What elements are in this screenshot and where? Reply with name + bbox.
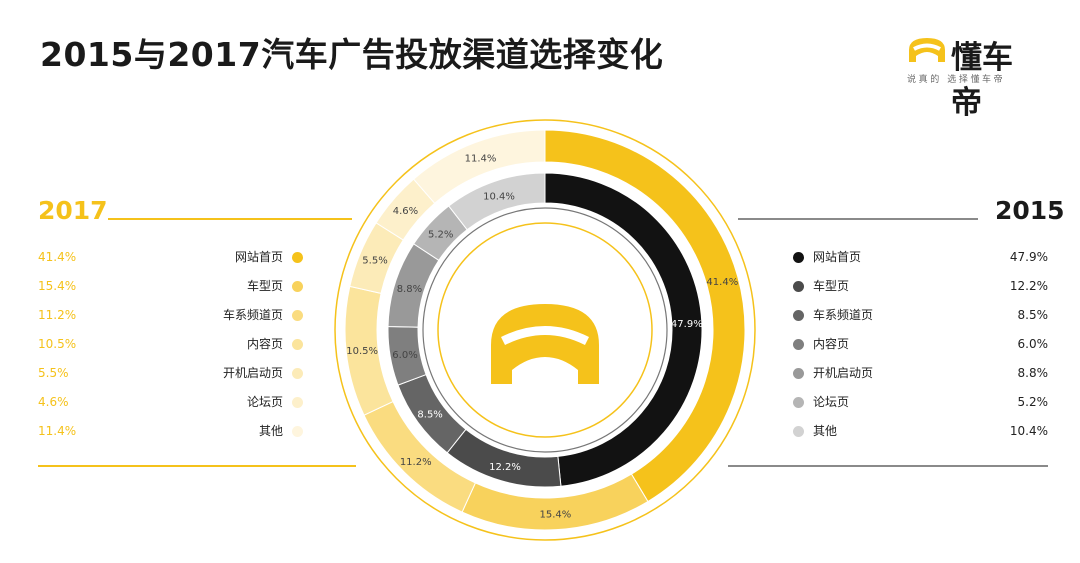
brand-slogan: 说真的 选择懂车帝 [907, 75, 1006, 85]
legend-label: 车型页 [246, 279, 283, 293]
legend-item: 网站首页 47.9% [793, 243, 1048, 272]
legend-swatch [793, 339, 804, 350]
outer-ring-2017: 41.4% 15.4% 11.2% 10.5% 5.5% 4.6% 11.4% [344, 129, 746, 531]
inner-guide-circle [422, 207, 668, 453]
legend-label: 车型页 [813, 279, 850, 293]
legend-swatch [292, 339, 303, 350]
legend-value: 11.2% [38, 308, 77, 322]
center-logo [491, 304, 599, 384]
data-label: 5.2% [428, 230, 453, 241]
legend-label: 论坛页 [246, 395, 283, 409]
legend-value: 8.8% [1017, 366, 1049, 380]
legend-swatch [292, 426, 303, 437]
data-label: 6.0% [392, 350, 417, 361]
legend-item: 11.2% 车系频道页 [38, 301, 303, 330]
legend-swatch [292, 252, 303, 263]
legend-swatch [793, 310, 804, 321]
legend-swatch [793, 426, 804, 437]
legend-value: 11.4% [38, 424, 77, 438]
legend-swatch [292, 368, 303, 379]
legend-label: 车系频道页 [222, 308, 283, 322]
legend-item: 10.5% 内容页 [38, 330, 303, 359]
legend-value: 10.4% [1009, 424, 1048, 438]
legend-value: 47.9% [1009, 250, 1048, 264]
legend-label: 开机启动页 [813, 366, 874, 380]
legend-value: 12.2% [1009, 279, 1048, 293]
legend-item: 论坛页 5.2% [793, 388, 1048, 417]
car-front-icon [491, 304, 599, 384]
ring-segment [448, 172, 546, 231]
legend-item: 其他 10.4% [793, 417, 1048, 446]
data-label: 4.6% [393, 206, 418, 217]
legend-item: 4.6% 论坛页 [38, 388, 303, 417]
legend-label: 开机启动页 [222, 366, 283, 380]
legend-swatch [793, 368, 804, 379]
legend-value: 6.0% [1017, 337, 1049, 351]
legend-value: 10.5% [38, 337, 77, 351]
legend-item: 15.4% 车型页 [38, 272, 303, 301]
brand-logo: 懂车帝 说真的 选择懂车帝 [905, 30, 1035, 121]
data-label: 11.4% [465, 154, 497, 165]
data-label: 15.4% [540, 510, 572, 521]
legend-item: 车型页 12.2% [793, 272, 1048, 301]
legend-item: 车系频道页 8.5% [793, 301, 1048, 330]
data-label: 8.5% [417, 409, 442, 420]
legend-swatch [793, 281, 804, 292]
data-label: 5.5% [362, 256, 387, 267]
legend-swatch [793, 252, 804, 263]
legend-value: 4.6% [38, 395, 69, 409]
legend-item: 开机启动页 8.8% [793, 359, 1048, 388]
legend-item: 41.4% 网站首页 [38, 243, 303, 272]
brand-name: 懂车帝 [951, 40, 1013, 121]
legend-label: 其他 [258, 424, 283, 438]
legend-swatch [793, 397, 804, 408]
year-label-2017: 2017 [38, 196, 108, 225]
legend-label: 内容页 [813, 337, 850, 351]
legend-swatch [292, 397, 303, 408]
legend-label: 车系频道页 [813, 308, 874, 322]
data-label: 10.4% [483, 192, 515, 203]
bottom-caption [370, 552, 730, 563]
car-front-icon [909, 38, 945, 62]
data-label: 8.8% [397, 284, 422, 295]
legend-item: 11.4% 其他 [38, 417, 303, 446]
legend-label: 论坛页 [813, 395, 850, 409]
legend-label: 网站首页 [234, 250, 283, 264]
legend-value: 5.5% [38, 366, 69, 380]
legend-swatch [292, 281, 303, 292]
data-label: 11.2% [400, 457, 432, 468]
legend-value: 8.5% [1017, 308, 1049, 322]
legend-item: 内容页 6.0% [793, 330, 1048, 359]
data-label: 12.2% [489, 462, 521, 473]
data-label: 10.5% [346, 346, 378, 357]
center-guide-circle [437, 222, 653, 438]
outer-guide-circle [334, 119, 756, 541]
inner-ring-2015: 47.9% 12.2% 8.5% 6.0% 8.8% 5.2% 10.4% [387, 172, 703, 488]
legend-label: 网站首页 [813, 250, 862, 264]
data-label: 41.4% [706, 277, 738, 288]
legend-2017: 41.4% 网站首页 15.4% 车型页 11.2% 车系频道页 10.5% 内容页 5… [38, 243, 303, 446]
decorative-lines [38, 119, 1048, 541]
year-label-2015: 2015 [995, 196, 1065, 225]
windshield-shape [500, 326, 590, 346]
legend-label: 其他 [813, 424, 838, 438]
legend-2015: 网站首页 47.9% 车型页 12.2% 车系频道页 8.5% 内容页 6.0% 开机启… [793, 243, 1048, 446]
data-label: 47.9% [671, 319, 703, 330]
legend-value: 15.4% [38, 279, 77, 293]
legend-swatch [292, 310, 303, 321]
ring-segment [544, 129, 746, 503]
legend-value: 5.2% [1017, 395, 1049, 409]
ring-segment [412, 129, 546, 204]
legend-label: 内容页 [246, 337, 283, 351]
legend-item: 5.5% 开机启动页 [38, 359, 303, 388]
page-title: 2015与2017汽车广告投放渠道选择变化 [40, 35, 664, 74]
legend-value: 41.4% [38, 250, 77, 264]
